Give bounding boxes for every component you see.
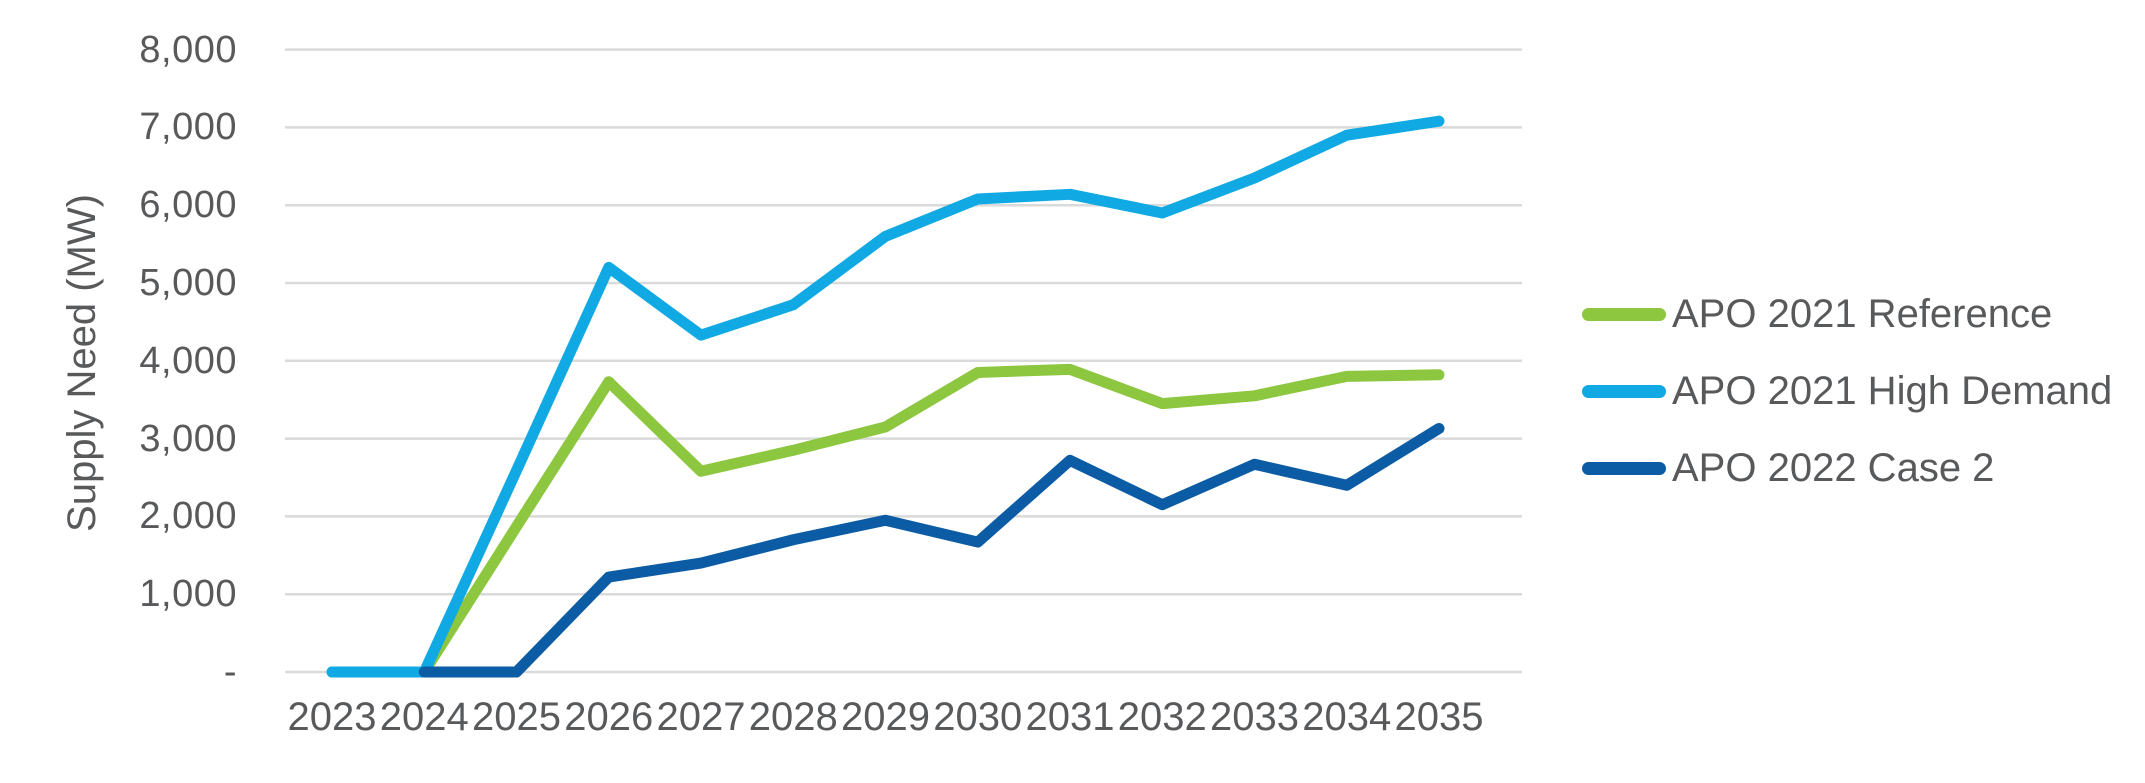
legend-item-apo-2021-reference: APO 2021 Reference: [1582, 276, 2112, 353]
legend-label: APO 2021 Reference: [1672, 292, 2053, 336]
x-tick-label: 2029: [841, 695, 930, 739]
legend-label: APO 2022 Case 2: [1672, 446, 1995, 490]
legend-item-apo-2022-case-2: APO 2022 Case 2: [1582, 430, 2112, 507]
x-tick-label: 2033: [1210, 695, 1299, 739]
legend-swatch-icon: [1582, 462, 1666, 475]
legend-label: APO 2021 High Demand: [1672, 369, 2113, 413]
x-tick-label: 2030: [933, 695, 1023, 739]
y-tick-label: 5,000: [139, 262, 237, 304]
series-line-apo-2021-high-demand: [326, 115, 1445, 678]
x-tick-label: 2035: [1394, 695, 1484, 739]
series-line-apo-2022-case-2: [418, 422, 1445, 678]
x-tick-label: 2034: [1302, 695, 1392, 739]
y-tick-label: 3,000: [139, 417, 237, 460]
series-line-apo-2021-reference: [326, 363, 1445, 678]
legend-swatch-icon: [1582, 385, 1666, 398]
x-tick-label: 2032: [1117, 695, 1207, 739]
y-tick-label: 1,000: [139, 573, 237, 616]
x-tick-label: 2028: [748, 695, 838, 739]
x-tick-label: 2025: [472, 695, 561, 739]
y-tick-label: 8,000: [139, 28, 237, 71]
y-tick-label: 2,000: [139, 495, 237, 538]
y-tick-label: -: [223, 651, 237, 693]
x-tick-label: 2031: [1025, 695, 1115, 739]
series-lines: [326, 115, 1445, 678]
legend: APO 2021 Reference APO 2021 High Demand AP…: [1582, 276, 2112, 507]
x-tick-label: 2027: [656, 695, 746, 739]
y-tick-label: 4,000: [139, 339, 237, 382]
x-tick-label: 2023: [287, 695, 377, 739]
legend-swatch-icon: [1582, 308, 1666, 321]
legend-item-apo-2021-high-demand: APO 2021 High Demand: [1582, 353, 2112, 430]
y-tick-label: 7,000: [139, 106, 237, 149]
x-tick-label: 2024: [379, 695, 469, 739]
y-tick-label: 6,000: [139, 184, 237, 227]
x-tick-label: 2026: [564, 695, 654, 739]
